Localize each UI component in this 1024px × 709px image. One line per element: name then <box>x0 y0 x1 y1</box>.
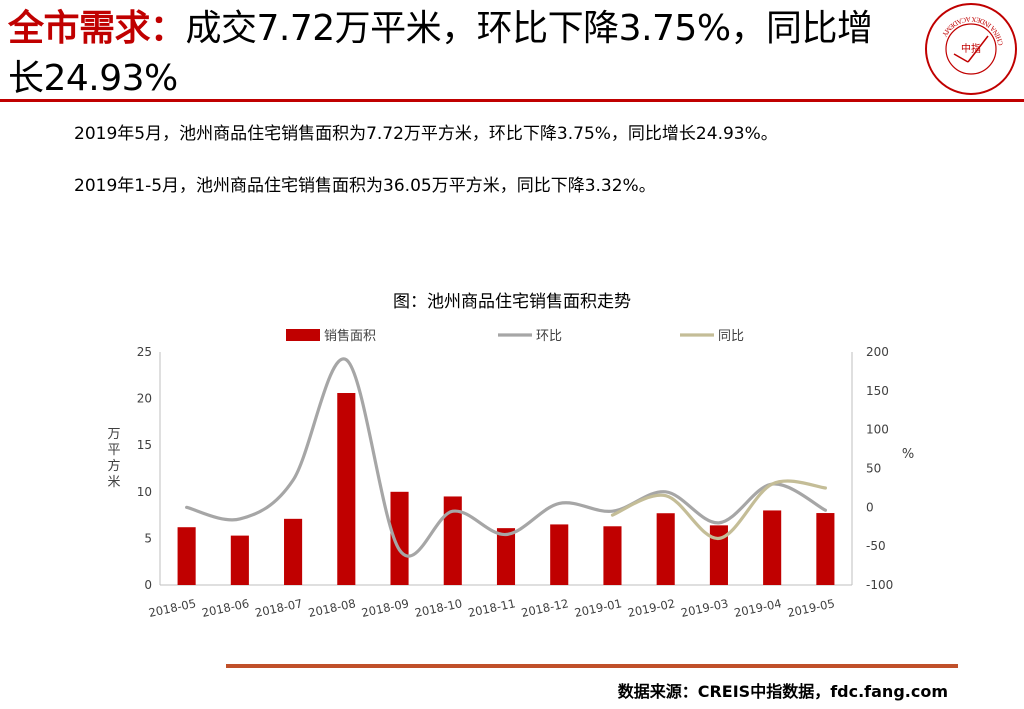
footer-divider <box>226 664 958 668</box>
legend-label: 环比 <box>536 329 562 344</box>
legend-label: 同比 <box>718 329 744 344</box>
bar-2018-11 <box>496 528 516 585</box>
summary-paragraph-2: 2019年1-5月，池州商品住宅销售面积为36.05万平方米，同比下降3.32%… <box>74 176 656 196</box>
bar-2018-08 <box>337 393 356 585</box>
y-right-tick-label: 150 <box>866 384 889 398</box>
y-left-tick-label: 5 <box>144 531 152 545</box>
legend-swatch-bar <box>286 329 320 341</box>
chart-title: 图：池州商品住宅销售面积走势 <box>393 292 631 312</box>
title-lead: 全市需求： <box>8 8 186 49</box>
bar-2018-07 <box>284 518 303 585</box>
bar-2018-06 <box>230 535 249 585</box>
logo-center-text: 中指 <box>961 42 981 55</box>
x-tick-label: 2019-01 <box>573 596 623 620</box>
bar-2018-12 <box>550 524 569 585</box>
bar-2018-09 <box>390 491 409 585</box>
x-tick-label: 2019-02 <box>626 596 676 620</box>
x-tick-label: 2018-08 <box>307 596 357 620</box>
y-right-tick-label: 0 <box>866 500 874 514</box>
data-source: 数据来源：CREIS中指数据，fdc.fang.com <box>617 682 948 701</box>
y-right-tick-label: -100 <box>866 578 893 592</box>
header-divider <box>0 99 1024 102</box>
bar-2019-02 <box>656 513 675 585</box>
bar-2019-03 <box>709 525 728 585</box>
bar-2018-10 <box>443 496 462 585</box>
bar-2019-01 <box>603 526 622 585</box>
bar-2019-04 <box>763 510 782 585</box>
legend-label: 销售面积 <box>324 328 376 344</box>
x-tick-label: 2018-07 <box>254 596 304 620</box>
x-tick-label: 2019-03 <box>680 596 730 620</box>
y-left-tick-label: 20 <box>137 392 152 406</box>
x-tick-label: 2018-10 <box>413 596 463 620</box>
x-tick-label: 2019-05 <box>786 596 836 620</box>
bar-2018-05 <box>177 527 196 585</box>
x-tick-label: 2018-11 <box>467 596 517 620</box>
y-right-tick-label: 200 <box>866 345 889 359</box>
china-index-academy-logo: CHINA INDEX ACADEMY 中指 <box>925 3 1017 95</box>
x-tick-label: 2018-05 <box>147 596 197 620</box>
y-left-tick-label: 15 <box>137 438 152 452</box>
y-right-tick-label: 50 <box>866 462 881 476</box>
x-tick-label: 2018-09 <box>360 596 410 620</box>
y-right-tick-label: 100 <box>866 423 889 437</box>
summary-paragraph-1: 2019年5月，池州商品住宅销售面积为7.72万平方米，环比下降3.75%，同比… <box>74 124 778 144</box>
y-right-tick-label: -50 <box>866 539 886 553</box>
y-right-axis-label: % <box>902 447 914 462</box>
y-left-tick-label: 25 <box>137 345 152 359</box>
y-left-tick-label: 10 <box>137 485 152 499</box>
page-title: 全市需求：成交7.72万平米，环比下降3.75%，同比增长24.93% <box>8 4 908 104</box>
sales-area-chart: 0 5 10 15 20 25 -100 -50 0 50 100 150 200 万平方米% 2018-0… <box>107 328 914 620</box>
x-tick-label: 2018-12 <box>520 596 570 620</box>
y-left-tick-label: 0 <box>144 578 152 592</box>
x-tick-label: 2018-06 <box>201 596 251 620</box>
title-rest: 成交7.72万平米，环比下降3.75%，同比增长24.93% <box>8 8 873 99</box>
bar-2019-05 <box>816 513 835 585</box>
line-series-yoy <box>610 479 827 540</box>
line-series-mom <box>185 357 827 558</box>
y-left-axis-label: 万平方米 <box>107 427 120 490</box>
x-tick-label: 2019-04 <box>733 596 783 620</box>
